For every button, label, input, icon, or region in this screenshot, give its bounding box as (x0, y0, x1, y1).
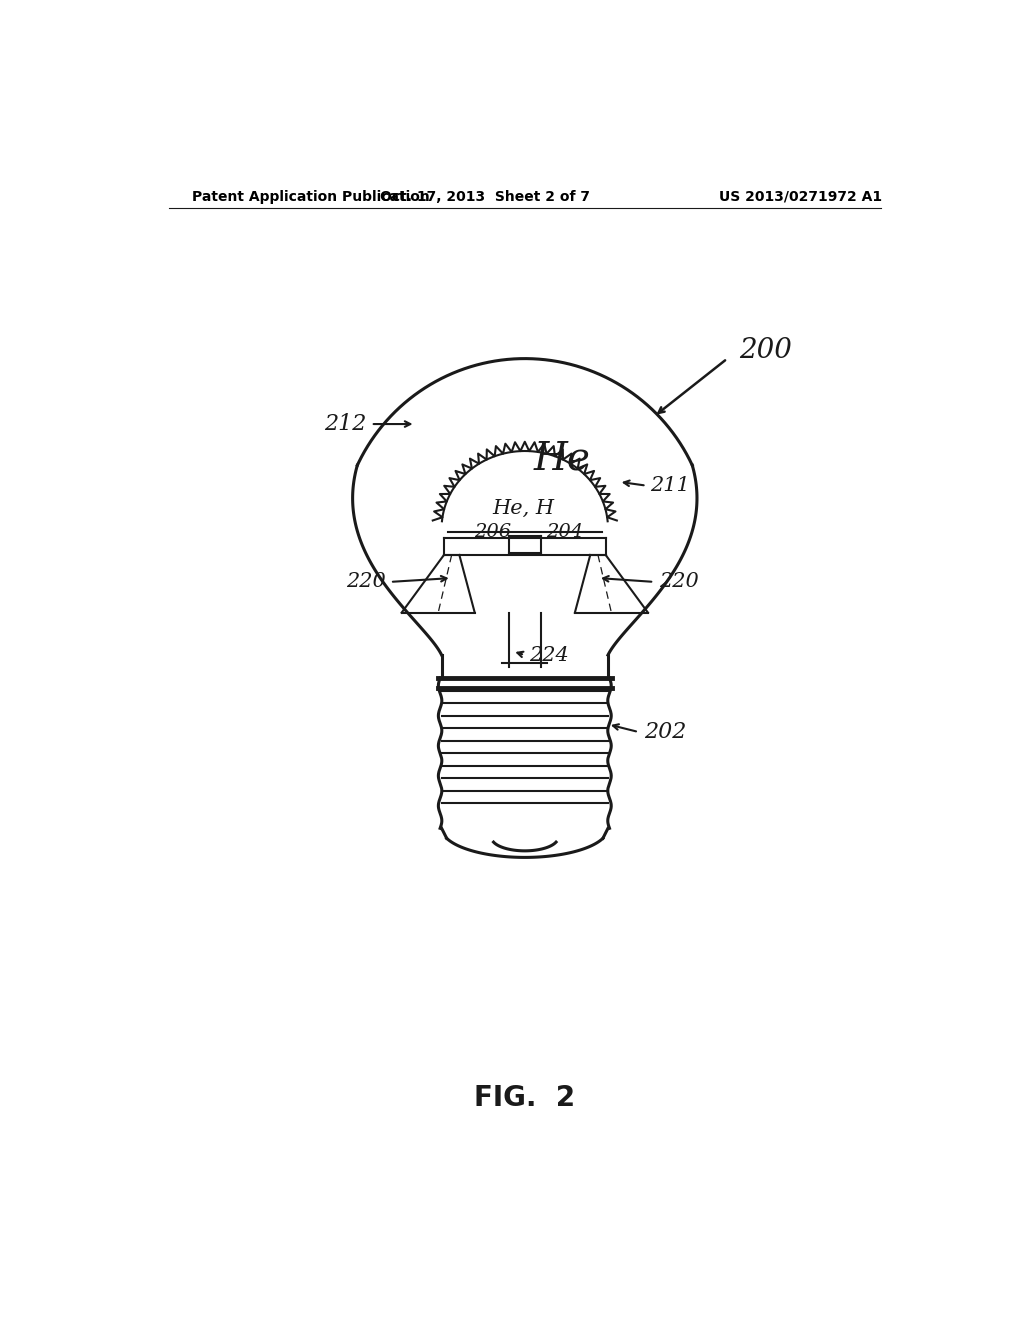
Text: 204: 204 (547, 523, 584, 541)
Text: 212: 212 (325, 413, 367, 436)
Text: FIG.  2: FIG. 2 (474, 1084, 575, 1111)
Text: 220: 220 (346, 573, 386, 591)
Text: 202: 202 (644, 721, 686, 743)
Text: US 2013/0271972 A1: US 2013/0271972 A1 (719, 190, 882, 203)
Text: 206: 206 (474, 523, 511, 541)
Text: Patent Application Publication: Patent Application Publication (193, 190, 430, 203)
Text: Oct. 17, 2013  Sheet 2 of 7: Oct. 17, 2013 Sheet 2 of 7 (380, 190, 590, 203)
Text: 224: 224 (528, 645, 568, 664)
Text: 200: 200 (739, 338, 792, 364)
Text: He, H: He, H (493, 499, 554, 519)
Text: He: He (534, 440, 590, 478)
Text: 220: 220 (659, 573, 699, 591)
Text: 211: 211 (650, 477, 690, 495)
